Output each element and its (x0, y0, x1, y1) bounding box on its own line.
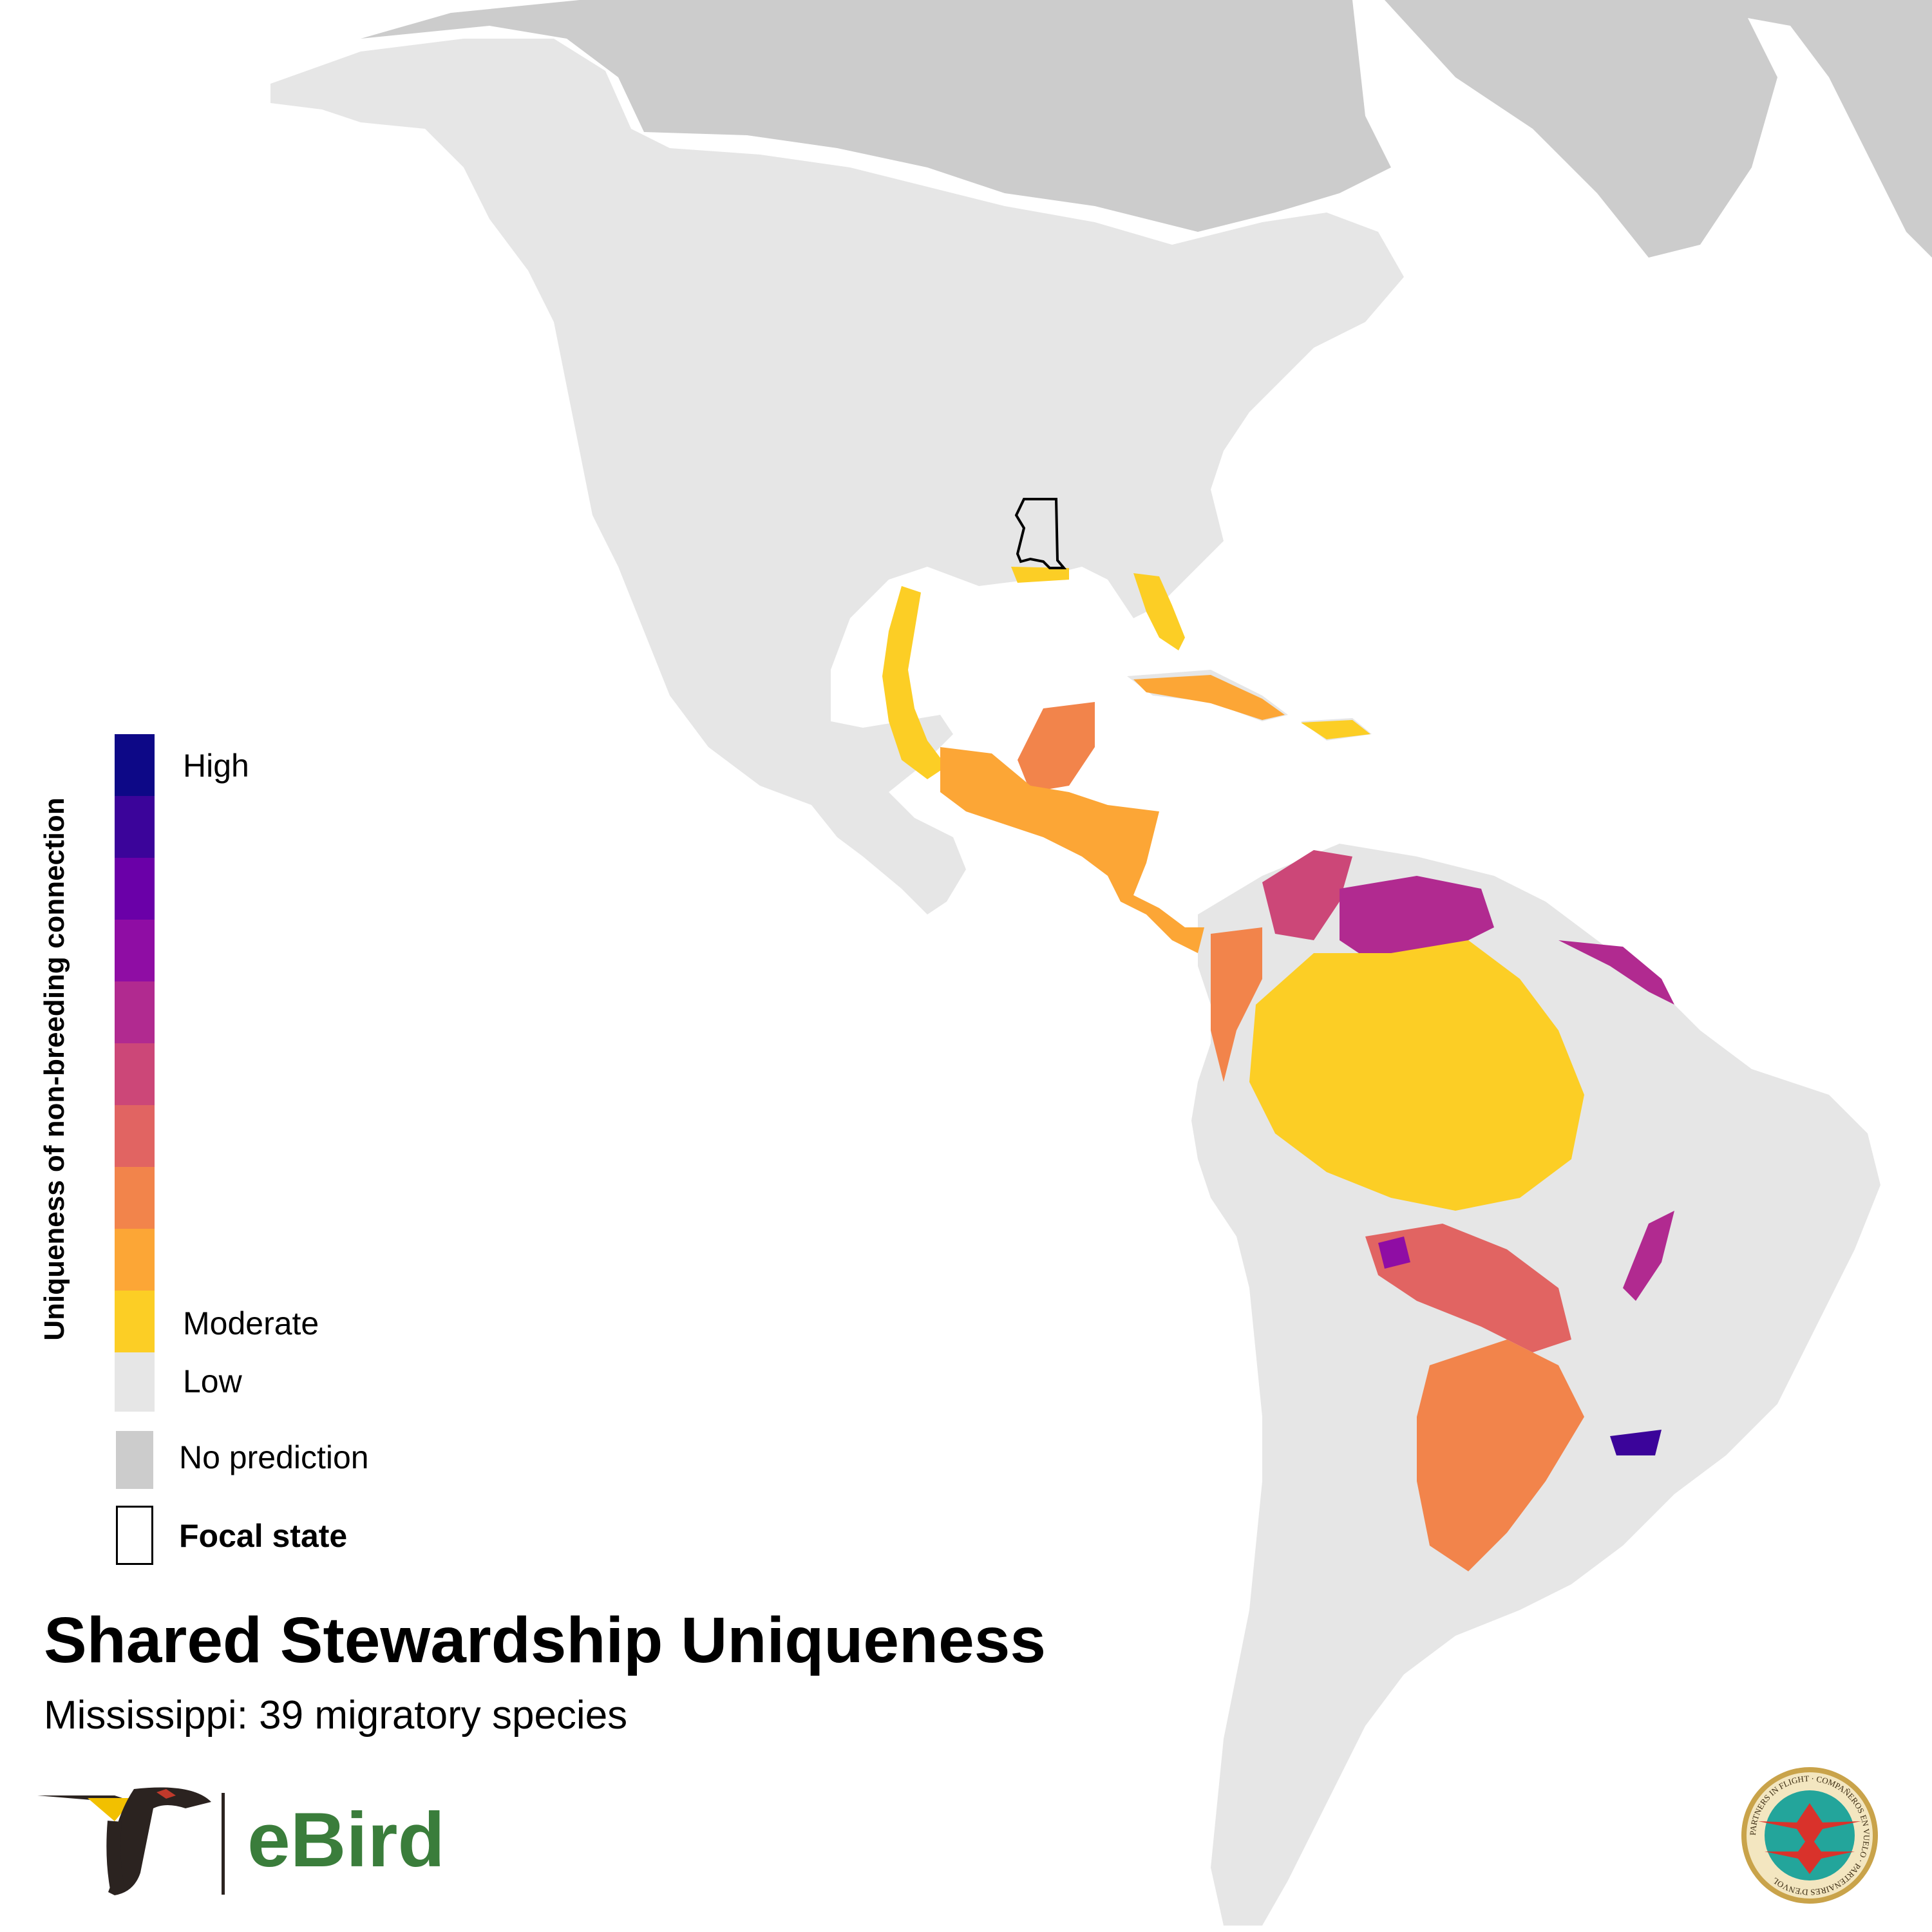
page-title: Shared Stewardship Uniqueness (44, 1604, 1046, 1676)
uniqueness-pantanal (1378, 1236, 1410, 1269)
uniqueness-hispaniola (1301, 720, 1370, 739)
uniqueness-gulf-louisiana (1011, 567, 1069, 583)
ramp-bin (115, 1167, 155, 1229)
ramp-bin (115, 1229, 155, 1291)
uniqueness-cerrado-ridge (1623, 1211, 1674, 1301)
no-prediction-region-greenland (1385, 0, 1777, 258)
uniqueness-florida (1133, 573, 1185, 650)
legend-high-label: High (183, 748, 249, 784)
uniqueness-chaco (1365, 1224, 1571, 1352)
page-subtitle: Mississippi: 39 migratory species (44, 1693, 628, 1738)
no-prediction-region-canada (361, 0, 1391, 232)
ramp-bin (115, 981, 155, 1043)
legend-no-prediction-label: No prediction (179, 1439, 369, 1475)
uniqueness-central-america (940, 747, 1204, 953)
legend-focal-state-label: Focal state (179, 1518, 348, 1554)
legend-axis-title: Uniqueness of non-breeding connection (39, 797, 70, 1341)
uniqueness-pampas (1417, 1340, 1584, 1571)
no-prediction-region-europe (1649, 0, 1932, 258)
uniqueness-amazon (1249, 940, 1584, 1211)
focal-state-swatch (116, 1506, 153, 1565)
ramp-bin (115, 1105, 155, 1167)
uniqueness-ne-coast (1558, 940, 1674, 1005)
land-north-america (270, 39, 1404, 914)
ebird-bird-logo (37, 1787, 211, 1895)
no-prediction-swatch (116, 1431, 153, 1489)
legend-low-label: Low (183, 1363, 242, 1399)
uniqueness-southeast-br (1610, 1430, 1662, 1455)
ramp-bin-low (115, 1352, 155, 1412)
ramp-bin (115, 796, 155, 858)
uniqueness-mexico-coast (882, 586, 947, 779)
ramp-bin (115, 1043, 155, 1105)
uniqueness-northern-sa (1262, 850, 1352, 940)
ramp-bin (115, 920, 155, 981)
ebird-divider (222, 1793, 225, 1895)
partners-in-flight-seal: PARTNERS IN FLIGHT · COMPAÑEROS EN VUELO… (1741, 1767, 1878, 1904)
uniqueness-yucatan (1018, 702, 1095, 792)
ramp-bin (115, 858, 155, 920)
legend-color-ramp (115, 734, 155, 1412)
ebird-wordmark: eBird (247, 1797, 445, 1883)
focal-state-outline (1014, 498, 1067, 569)
ramp-bin (115, 1291, 155, 1352)
legend-moderate-label: Moderate (183, 1305, 319, 1341)
ramp-bin (115, 734, 155, 796)
uniqueness-andean-west (1211, 927, 1262, 1082)
uniqueness-cuba (1133, 675, 1285, 720)
